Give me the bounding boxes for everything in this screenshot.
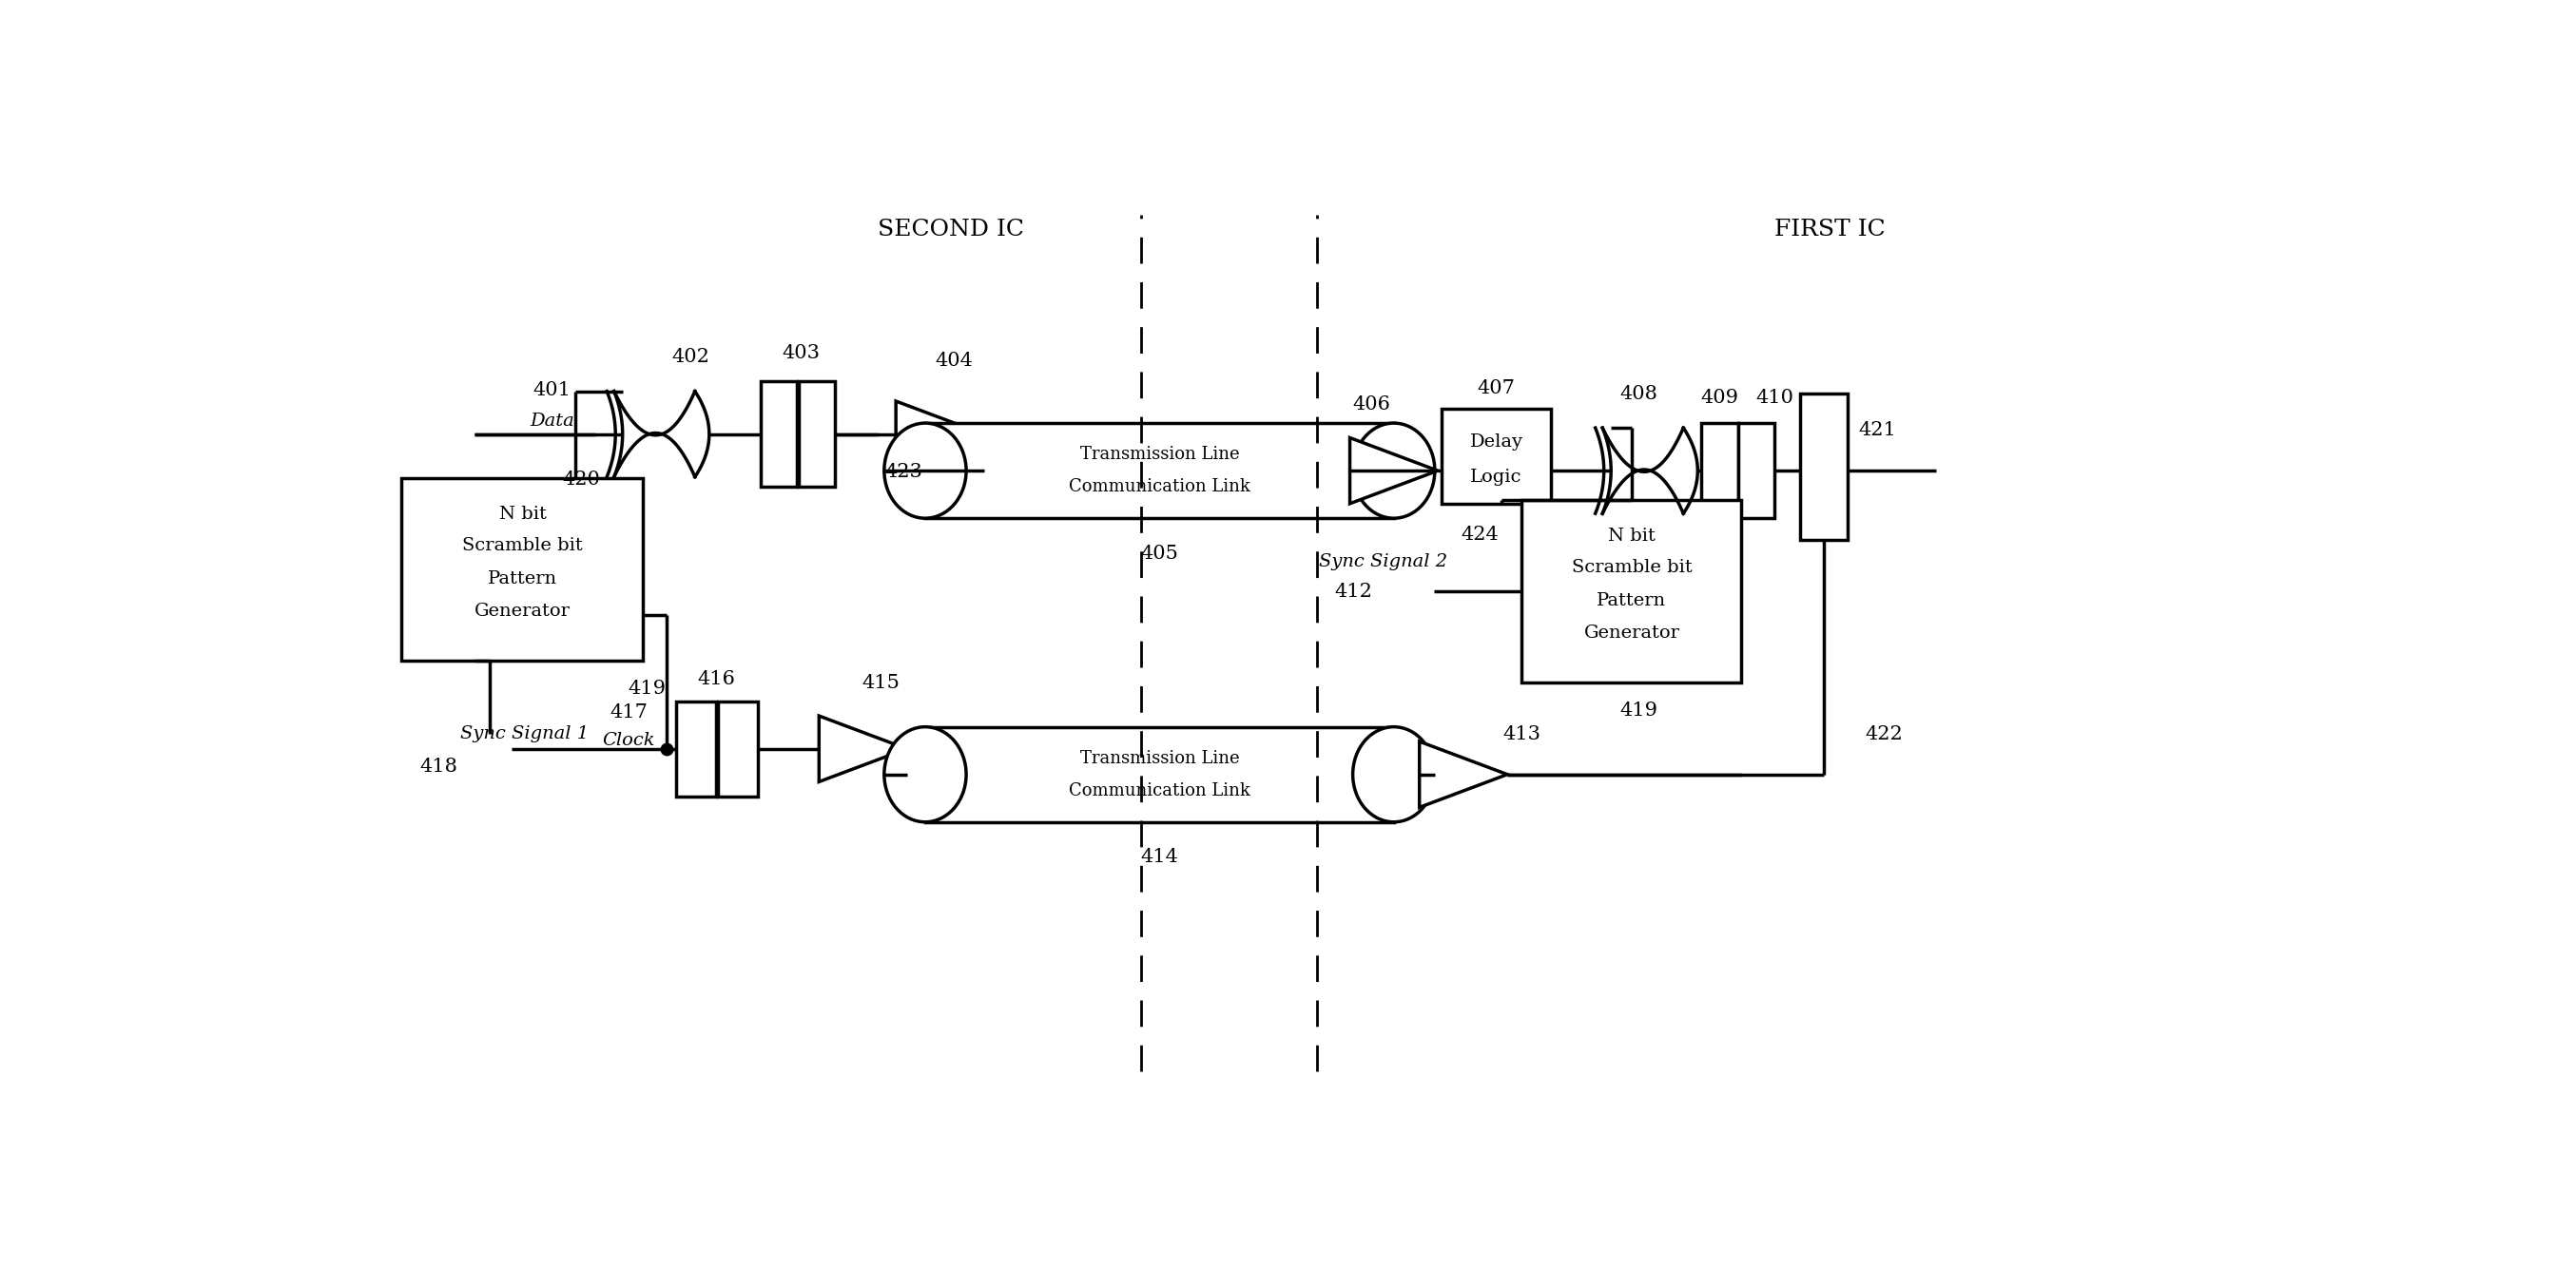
Text: 410: 410 <box>1754 388 1793 406</box>
Text: 405: 405 <box>1141 544 1177 562</box>
Ellipse shape <box>1352 727 1435 822</box>
Text: Transmission Line: Transmission Line <box>1079 445 1239 463</box>
Text: Pattern: Pattern <box>1597 593 1667 609</box>
Bar <box>760 382 796 487</box>
Bar <box>1739 423 1775 518</box>
Text: Scramble bit: Scramble bit <box>1571 560 1692 576</box>
Text: 406: 406 <box>1352 396 1391 414</box>
Polygon shape <box>819 716 907 782</box>
Text: 421: 421 <box>1857 421 1896 439</box>
Text: SECOND IC: SECOND IC <box>878 218 1025 240</box>
Bar <box>1443 409 1551 504</box>
Bar <box>677 702 716 797</box>
Text: 419: 419 <box>1620 702 1659 720</box>
Bar <box>799 382 835 487</box>
Bar <box>1700 423 1739 518</box>
Text: Generator: Generator <box>1584 624 1680 642</box>
Text: Sync Signal 2: Sync Signal 2 <box>1319 553 1448 571</box>
Text: Generator: Generator <box>474 603 569 621</box>
Text: 423: 423 <box>884 463 922 481</box>
Text: Pattern: Pattern <box>487 570 556 588</box>
Bar <box>925 727 1394 822</box>
Text: Communication Link: Communication Link <box>1069 782 1249 799</box>
Ellipse shape <box>884 727 966 822</box>
Text: Transmission Line: Transmission Line <box>1079 750 1239 766</box>
Bar <box>719 702 757 797</box>
Bar <box>402 478 644 661</box>
Bar <box>925 423 1394 518</box>
Ellipse shape <box>884 423 966 518</box>
Polygon shape <box>1419 741 1507 807</box>
Text: 409: 409 <box>1700 388 1739 406</box>
Text: 408: 408 <box>1620 385 1659 402</box>
Text: Data: Data <box>531 412 574 429</box>
Polygon shape <box>896 401 984 467</box>
Text: 417: 417 <box>611 703 647 721</box>
Text: FIRST IC: FIRST IC <box>1775 218 1886 240</box>
Text: Scramble bit: Scramble bit <box>461 537 582 555</box>
Text: 412: 412 <box>1334 582 1373 600</box>
Text: Delay: Delay <box>1471 433 1522 450</box>
Text: 418: 418 <box>420 758 456 777</box>
Text: 403: 403 <box>781 344 819 363</box>
Bar <box>1522 500 1741 683</box>
Ellipse shape <box>1352 423 1435 518</box>
Text: 416: 416 <box>698 670 737 688</box>
Polygon shape <box>1350 438 1437 504</box>
Text: N bit: N bit <box>500 506 546 523</box>
Text: 422: 422 <box>1865 725 1904 744</box>
Text: 415: 415 <box>863 674 899 692</box>
Text: Clock: Clock <box>603 731 654 749</box>
Text: 407: 407 <box>1476 379 1515 397</box>
Text: 414: 414 <box>1141 848 1177 865</box>
Text: Sync Signal 1: Sync Signal 1 <box>461 726 590 742</box>
Text: 424: 424 <box>1461 525 1499 543</box>
Text: 401: 401 <box>533 381 572 400</box>
Text: Communication Link: Communication Link <box>1069 478 1249 495</box>
Text: 419: 419 <box>629 680 667 698</box>
Bar <box>1801 393 1847 541</box>
Text: 413: 413 <box>1502 725 1540 744</box>
Text: 420: 420 <box>562 471 600 489</box>
Text: N bit: N bit <box>1607 528 1656 546</box>
Text: 402: 402 <box>672 348 711 367</box>
Text: 404: 404 <box>935 352 974 369</box>
Text: Logic: Logic <box>1471 468 1522 486</box>
